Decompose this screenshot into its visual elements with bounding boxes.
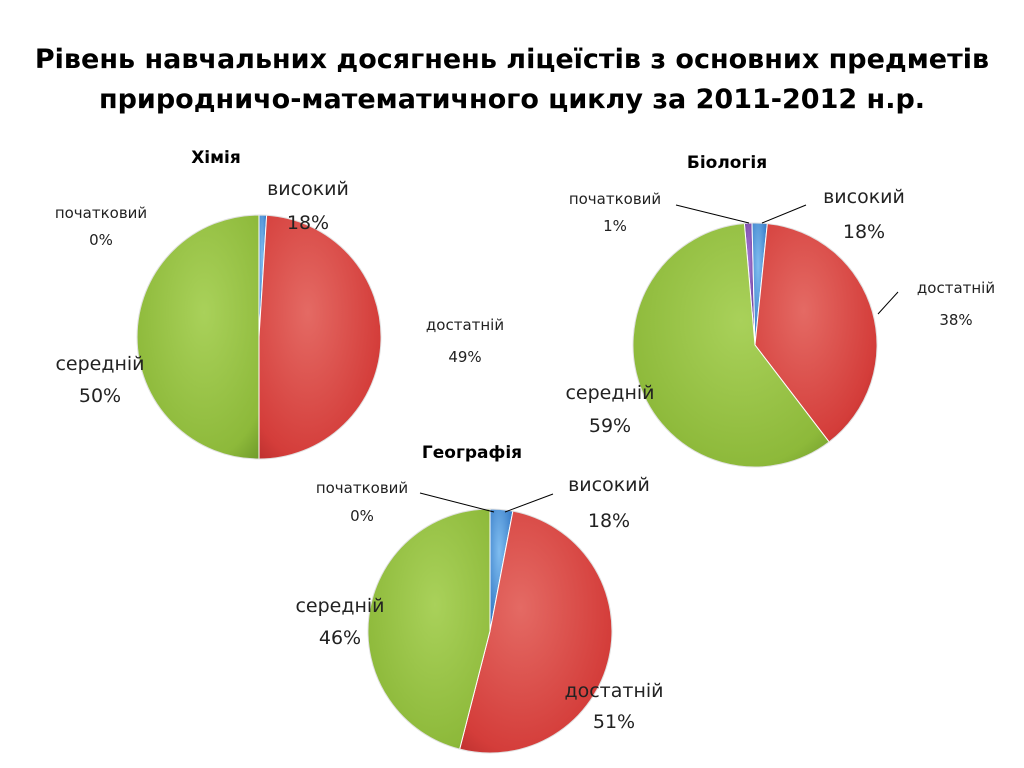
- pie-slice-достатній: [754, 223, 878, 443]
- pie-chart-biology: Біологія початковий 1% високий 18% доста…: [565, 153, 995, 468]
- pie-chart-geography: Географія початковий 0% високий 18% дост…: [295, 443, 664, 754]
- pie-slices-chemistry: [136, 214, 382, 460]
- pie-slices-biology: [632, 222, 878, 468]
- slice-label-value: 59%: [589, 415, 631, 437]
- slice-label-name: високий: [568, 474, 650, 496]
- page-title-line2: природничо-математичного циклу за 2011-2…: [98, 84, 926, 115]
- slice-label-value: 1%: [603, 217, 627, 235]
- pie-slice-середній: [136, 214, 260, 460]
- slice-label-value: 51%: [593, 711, 635, 733]
- pie-outline: [632, 222, 878, 468]
- page-title: Рівень навчальних досягнень ліцеїстів з …: [0, 40, 1024, 120]
- slice-label-name: достатній: [564, 680, 663, 702]
- pie-outline: [367, 508, 613, 754]
- leader-line: [877, 291, 899, 315]
- slice-label-name: початковий: [55, 204, 147, 222]
- leader-line: [675, 204, 750, 224]
- slice-label-name: високий: [823, 186, 905, 208]
- chart-title-biology: Біологія: [687, 153, 767, 173]
- slice-label-value: 50%: [79, 385, 121, 407]
- pie-slice-достатній: [459, 510, 613, 754]
- slice-label-value: 49%: [448, 348, 481, 366]
- slice-label-name: достатній: [917, 279, 995, 297]
- leader-line: [761, 204, 807, 224]
- slice-label-name: середній: [295, 595, 384, 617]
- slice-label-name: початковий: [569, 190, 661, 208]
- pie-outline: [136, 214, 382, 460]
- slice-label-name: середній: [565, 382, 654, 404]
- slice-label-name: достатній: [426, 316, 504, 334]
- pie-slice-середній: [632, 222, 830, 468]
- leader-line: [419, 492, 495, 513]
- slice-label-value: 0%: [89, 231, 113, 249]
- slice-label-value: 18%: [843, 221, 885, 243]
- slice-label-value: 18%: [287, 212, 329, 234]
- pie-slices-geography: [367, 508, 613, 754]
- slice-label-name: високий: [267, 178, 349, 200]
- slice-label-value: 46%: [319, 627, 361, 649]
- slice-label-value: 0%: [350, 507, 374, 525]
- pie-slice-достатній: [258, 214, 382, 460]
- slice-label-name: середній: [55, 353, 144, 375]
- page-title-line1: Рівень навчальних досягнень ліцеїстів з …: [34, 44, 990, 75]
- slice-label-value: 38%: [939, 311, 972, 329]
- leader-line: [504, 493, 554, 513]
- slice-label-name: початковий: [316, 479, 408, 497]
- chart-title-geography: Географія: [422, 443, 522, 463]
- pie-chart-chemistry: Хімія початковий 0% високий 18% достатні…: [55, 148, 504, 460]
- slice-label-value: 18%: [588, 510, 630, 532]
- pie-slice-середній: [367, 508, 491, 750]
- chart-title-chemistry: Хімія: [191, 148, 241, 168]
